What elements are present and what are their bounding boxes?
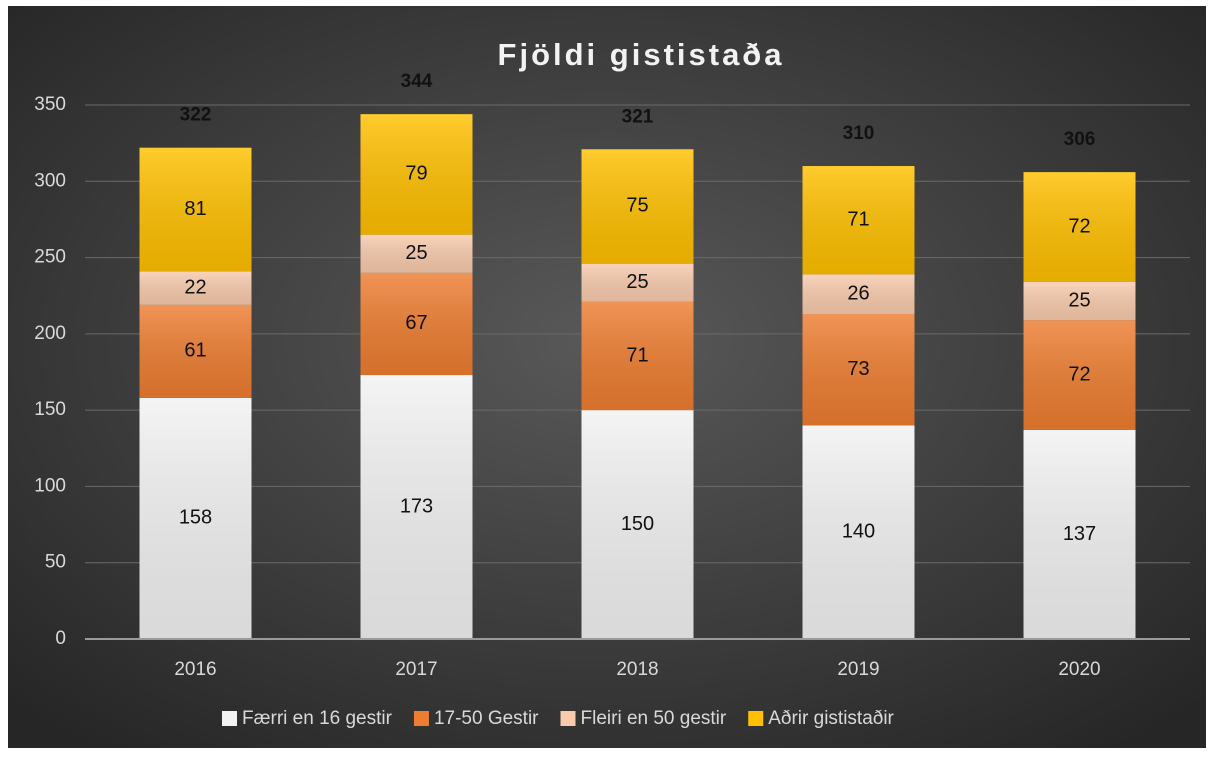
bar-shade [360, 375, 473, 639]
bar-shade [139, 304, 252, 398]
bar-shade [802, 166, 915, 275]
data-label: 25 [626, 271, 648, 293]
data-label: 150 [621, 513, 654, 535]
y-tick-label: 200 [34, 323, 66, 344]
bar-shade [139, 397, 252, 639]
legend-swatch [748, 711, 764, 726]
bar-shade [802, 274, 915, 315]
total-label: 321 [622, 106, 654, 127]
bar-shade [360, 234, 473, 273]
bar-shade [139, 147, 252, 272]
bar-shade [360, 272, 473, 376]
data-label: 72 [1068, 215, 1090, 237]
bar-shade [581, 263, 694, 302]
bar-shade [360, 114, 473, 235]
data-label: 22 [184, 276, 206, 298]
data-label: 140 [842, 520, 875, 542]
data-label: 67 [405, 312, 427, 334]
x-tick-label: 2016 [174, 659, 216, 680]
y-tick-label: 350 [34, 94, 66, 115]
bar-shade [1023, 320, 1136, 430]
data-label: 137 [1063, 523, 1096, 545]
data-label: 173 [400, 495, 433, 517]
bar-shade [1023, 172, 1136, 282]
y-tick-label: 100 [34, 475, 66, 496]
legend-label: 17-50 Gestir [434, 708, 539, 729]
legend-label: Aðrir gististaðir [768, 708, 894, 729]
data-label: 79 [405, 163, 427, 185]
total-label: 306 [1064, 129, 1096, 150]
data-label: 61 [184, 340, 206, 362]
bar-shade [581, 149, 694, 264]
data-label: 71 [847, 208, 869, 230]
total-label: 310 [843, 123, 875, 144]
data-label: 25 [405, 242, 427, 264]
total-label: 344 [401, 71, 433, 92]
data-label: 72 [1068, 363, 1090, 385]
data-label: 158 [179, 507, 212, 529]
chart-title: Fjöldi gististaða [498, 37, 785, 72]
bar-shade [581, 301, 694, 411]
data-label: 75 [626, 195, 648, 217]
legend-swatch [222, 711, 237, 726]
data-label: 25 [1068, 289, 1090, 311]
bar-shade [139, 271, 252, 305]
total-label: 322 [180, 105, 212, 126]
data-label: 26 [847, 282, 869, 304]
x-tick-label: 2020 [1058, 659, 1100, 680]
x-tick-label: 2017 [395, 659, 437, 680]
bar-shade [802, 314, 915, 426]
y-tick-label: 0 [55, 628, 66, 649]
data-label: 71 [626, 344, 648, 366]
bar-shade [1023, 429, 1136, 639]
bar-shade [802, 425, 915, 639]
legend-label: Færri en 16 gestir [242, 708, 393, 729]
data-label: 81 [184, 198, 206, 220]
x-tick-label: 2019 [837, 659, 879, 680]
data-label: 73 [847, 358, 869, 380]
legend-swatch [560, 711, 576, 726]
y-tick-label: 150 [34, 399, 66, 420]
y-tick-label: 300 [34, 170, 66, 191]
legend-swatch [413, 711, 429, 726]
y-tick-label: 50 [45, 552, 66, 573]
y-tick-label: 250 [34, 247, 66, 268]
legend-label: Fleiri en 50 gestir [581, 708, 727, 729]
bar-shade [1023, 281, 1136, 321]
x-tick-label: 2018 [616, 659, 658, 680]
bar-shade [581, 410, 694, 639]
